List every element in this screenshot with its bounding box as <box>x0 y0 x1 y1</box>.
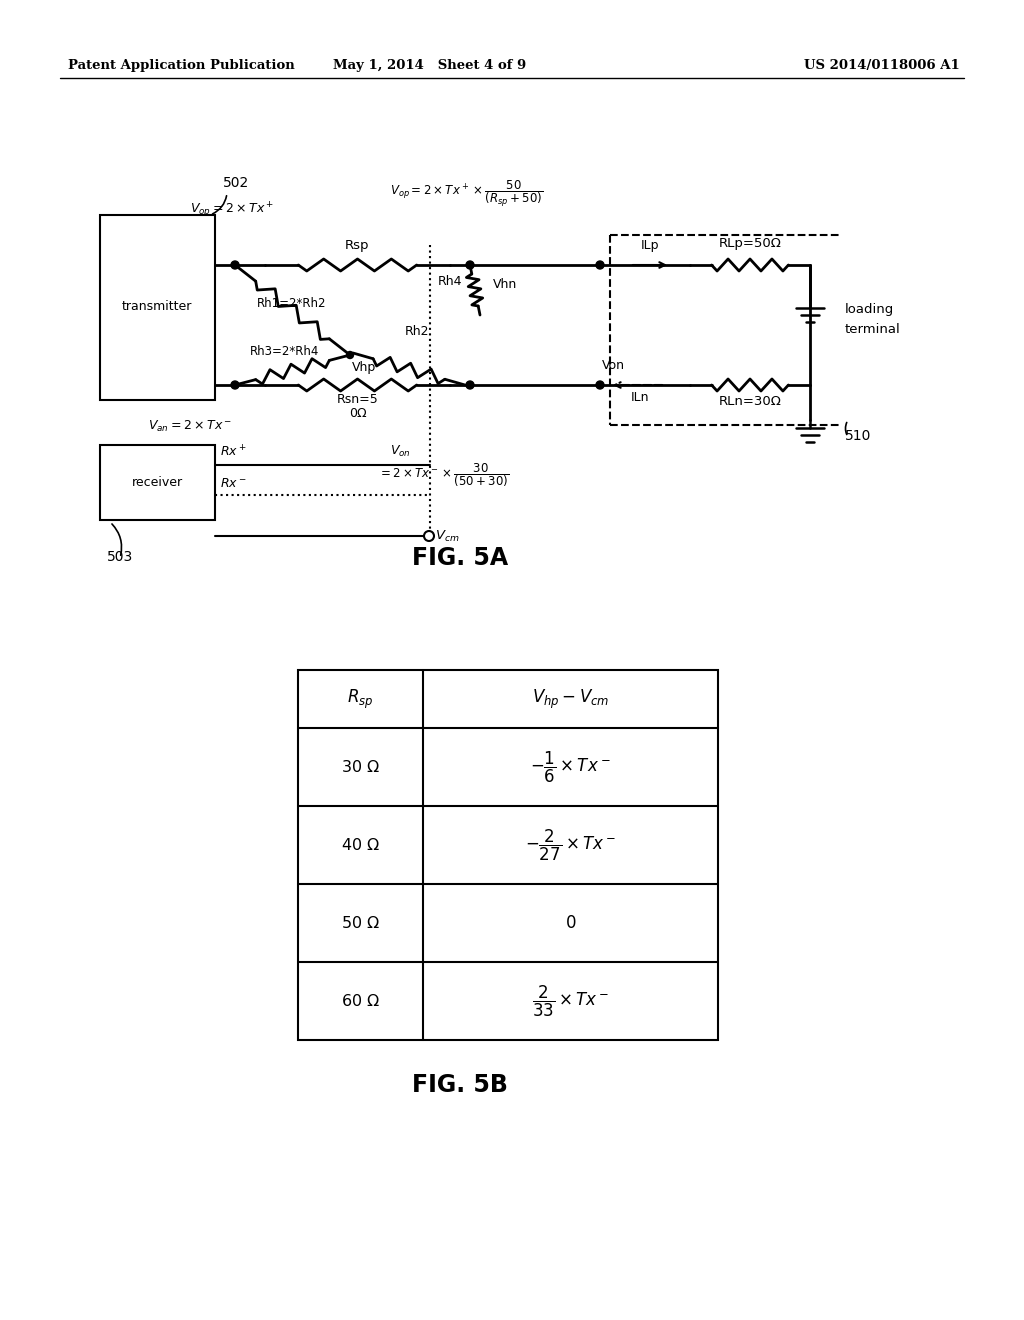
Text: $50\ \Omega$: $50\ \Omega$ <box>341 915 380 931</box>
Text: $\dfrac{2}{33}\times Tx^-$: $\dfrac{2}{33}\times Tx^-$ <box>531 983 609 1019</box>
Text: receiver: receiver <box>132 477 183 488</box>
Text: $V_{hp}-V_{cm}$: $V_{hp}-V_{cm}$ <box>531 688 609 710</box>
Text: Rh4: Rh4 <box>437 275 462 288</box>
Text: $=2\times Tx^-\times\dfrac{30}{(50+30)}$: $=2\times Tx^-\times\dfrac{30}{(50+30)}$ <box>378 462 509 490</box>
Text: $Rx^-$: $Rx^-$ <box>220 477 247 490</box>
Text: US 2014/0118006 A1: US 2014/0118006 A1 <box>804 58 961 71</box>
Circle shape <box>466 261 474 269</box>
Text: ILn: ILn <box>631 391 649 404</box>
Text: loading: loading <box>845 304 894 315</box>
Text: $-\dfrac{1}{6}\times Tx^-$: $-\dfrac{1}{6}\times Tx^-$ <box>530 750 610 784</box>
Circle shape <box>596 261 604 269</box>
Text: transmitter: transmitter <box>122 301 193 314</box>
Text: 0Ω: 0Ω <box>349 407 367 420</box>
Circle shape <box>231 381 239 389</box>
Bar <box>100 445 215 520</box>
Text: $V_{op}=2\times Tx^+\times\dfrac{50}{(R_{sp}+50)}$: $V_{op}=2\times Tx^+\times\dfrac{50}{(R_… <box>390 178 543 210</box>
Text: $60\ \Omega$: $60\ \Omega$ <box>341 993 380 1008</box>
Text: $V_{op}=2\times Tx^+$: $V_{op}=2\times Tx^+$ <box>190 201 274 219</box>
Text: RLp=50Ω: RLp=50Ω <box>719 238 781 249</box>
Circle shape <box>231 261 239 269</box>
Text: Rsp: Rsp <box>345 239 370 252</box>
Text: RLn=30Ω: RLn=30Ω <box>719 395 781 408</box>
Text: Vhn: Vhn <box>493 279 517 290</box>
Text: Rh3=2*Rh4: Rh3=2*Rh4 <box>250 345 319 358</box>
Circle shape <box>466 381 474 389</box>
Text: $R_{sp}$: $R_{sp}$ <box>347 688 374 710</box>
Text: FIG. 5B: FIG. 5B <box>412 1073 508 1097</box>
Text: May 1, 2014   Sheet 4 of 9: May 1, 2014 Sheet 4 of 9 <box>334 58 526 71</box>
Text: $-\dfrac{2}{27}\times Tx^-$: $-\dfrac{2}{27}\times Tx^-$ <box>525 828 616 862</box>
Text: 503: 503 <box>106 550 133 564</box>
Bar <box>100 215 215 400</box>
Text: Von: Von <box>602 359 625 372</box>
Circle shape <box>596 381 604 389</box>
Circle shape <box>424 531 434 541</box>
Circle shape <box>346 351 353 359</box>
Text: $V_{on}$: $V_{on}$ <box>390 444 411 459</box>
Text: 502: 502 <box>223 176 249 190</box>
Text: terminal: terminal <box>845 323 901 337</box>
Text: $0$: $0$ <box>565 913 577 932</box>
Text: ILp: ILp <box>641 239 659 252</box>
Text: Rh2: Rh2 <box>406 325 429 338</box>
Text: Patent Application Publication: Patent Application Publication <box>68 58 295 71</box>
Text: $V_{cm}$: $V_{cm}$ <box>435 528 460 544</box>
Text: $V_{an}=2\times Tx^-$: $V_{an}=2\times Tx^-$ <box>148 418 232 434</box>
Text: Vhp: Vhp <box>352 360 376 374</box>
Text: $Rx^+$: $Rx^+$ <box>220 445 247 459</box>
Text: $40\ \Omega$: $40\ \Omega$ <box>341 837 380 853</box>
Text: Rh1=2*Rh2: Rh1=2*Rh2 <box>257 297 327 310</box>
Text: Rsn=5: Rsn=5 <box>337 393 379 407</box>
Bar <box>298 671 718 1040</box>
Text: $30\ \Omega$: $30\ \Omega$ <box>341 759 380 775</box>
Text: FIG. 5A: FIG. 5A <box>412 546 508 570</box>
Text: 510: 510 <box>845 429 871 444</box>
